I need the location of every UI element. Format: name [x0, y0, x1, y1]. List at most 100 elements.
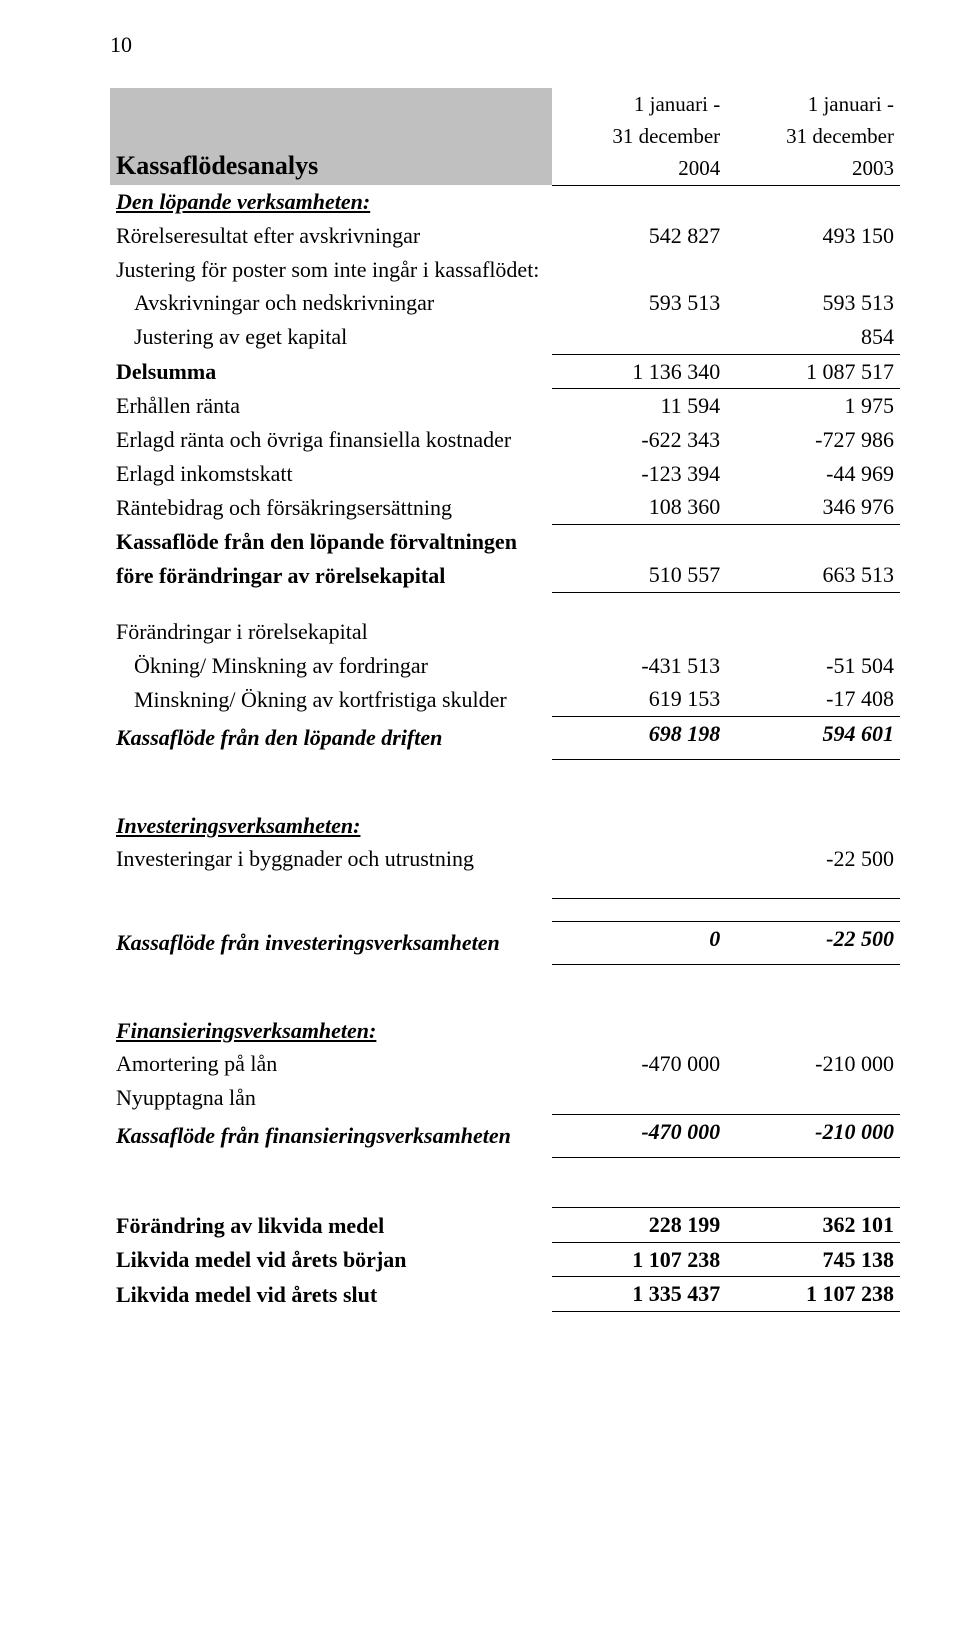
row-label: Amortering på lån: [110, 1047, 552, 1081]
row-col1: 619 153: [552, 682, 726, 716]
row-label: Kassaflöde från den löpande driften: [110, 717, 552, 755]
row-col1: 510 557: [552, 558, 726, 592]
row-col1: [552, 1081, 726, 1115]
row-col2: 594 601: [726, 717, 900, 755]
row-label: Rörelseresultat efter avskrivningar: [110, 219, 552, 253]
section-heading-row: Finansieringsverksamheten:: [110, 1014, 900, 1048]
section-heading-row: Den löpande verksamheten:: [110, 185, 900, 219]
col2-head-line3: 2003: [726, 152, 900, 185]
row-label: Ökning/ Minskning av fordringar: [110, 649, 552, 683]
wc-heading: Förändringar i rörelsekapital: [110, 615, 552, 649]
table-row: Justering för poster som inte ingår i ka…: [110, 253, 900, 287]
table-row: Nyupptagna lån: [110, 1081, 900, 1115]
row-col2: -210 000: [726, 1047, 900, 1081]
row-col1: 228 199: [552, 1208, 726, 1243]
table-row: Erhållen ränta 11 594 1 975: [110, 389, 900, 423]
row-col1: 542 827: [552, 219, 726, 253]
row-col2: -727 986: [726, 423, 900, 457]
row-label: Likvida medel vid årets början: [110, 1242, 552, 1277]
row-col1: -123 394: [552, 457, 726, 491]
table-row: Likvida medel vid årets slut 1 335 437 1…: [110, 1277, 900, 1312]
row-col2: -22 500: [726, 922, 900, 960]
row-col2: 1 087 517: [726, 354, 900, 389]
table-row: Delsumma 1 136 340 1 087 517: [110, 354, 900, 389]
spacer: [110, 876, 900, 899]
row-label: Kassaflöde från investeringsverksamheten: [110, 922, 552, 960]
row-col2: 493 150: [726, 219, 900, 253]
table-row: före förändringar av rörelsekapital 510 …: [110, 558, 900, 592]
page-number: 10: [110, 30, 900, 60]
row-label: Erlagd ränta och övriga finansiella kost…: [110, 423, 552, 457]
row-col2: -51 504: [726, 649, 900, 683]
row-label: Likvida medel vid årets slut: [110, 1277, 552, 1312]
row-label: Nyupptagna lån: [110, 1081, 552, 1115]
col2-head-line2: 31 december: [726, 120, 900, 152]
page: 10 Kassaflödesanalys 1 januari - 1 janua…: [0, 0, 960, 1352]
row-col2: 362 101: [726, 1208, 900, 1243]
row-col1: 108 360: [552, 490, 726, 524]
row-col1: 11 594: [552, 389, 726, 423]
table-row: Investeringar i byggnader och utrustning…: [110, 842, 900, 876]
col1-head-line3: 2004: [552, 152, 726, 185]
table-row: Likvida medel vid årets början 1 107 238…: [110, 1242, 900, 1277]
row-col2: 854: [726, 320, 900, 354]
row-col1: 1 335 437: [552, 1277, 726, 1312]
section-heading-row: Investeringsverksamheten:: [110, 809, 900, 843]
row-col1: 0: [552, 922, 726, 960]
col1-head-line2: 31 december: [552, 120, 726, 152]
row-col1: 698 198: [552, 717, 726, 755]
spacer: [110, 960, 900, 1014]
table-row: Ökning/ Minskning av fordringar -431 513…: [110, 649, 900, 683]
row-col1: 1 107 238: [552, 1242, 726, 1277]
table-row: Kassaflöde från finansieringsverksamhete…: [110, 1115, 900, 1153]
row-label: före förändringar av rörelsekapital: [110, 558, 552, 592]
row-label: Justering av eget kapital: [110, 320, 552, 354]
row-col2: 346 976: [726, 490, 900, 524]
row-col1: -470 000: [552, 1047, 726, 1081]
table-row: Kassaflöde från den löpande driften 698 …: [110, 717, 900, 755]
table-row: Erlagd ränta och övriga finansiella kost…: [110, 423, 900, 457]
table-row: Minskning/ Ökning av kortfristiga skulde…: [110, 682, 900, 716]
row-label: Erhållen ränta: [110, 389, 552, 423]
table-row: Justering av eget kapital 854: [110, 320, 900, 354]
table-row: Kassaflöde från den löpande förvaltninge…: [110, 525, 900, 559]
row-col1: 1 136 340: [552, 354, 726, 389]
row-col1: -431 513: [552, 649, 726, 683]
row-col2: 745 138: [726, 1242, 900, 1277]
row-label: Räntebidrag och försäkringsersättning: [110, 490, 552, 524]
row-col2: -210 000: [726, 1115, 900, 1153]
row-col2: [726, 1081, 900, 1115]
row-col2: -22 500: [726, 842, 900, 876]
row-col2: -17 408: [726, 682, 900, 716]
cashflow-table: Kassaflödesanalys 1 januari - 1 januari …: [110, 88, 900, 1312]
table-row: Rörelseresultat efter avskrivningar 542 …: [110, 219, 900, 253]
table-row: Amortering på lån -470 000 -210 000: [110, 1047, 900, 1081]
row-label: Justering för poster som inte ingår i ka…: [110, 253, 552, 287]
row-col2: 1 975: [726, 389, 900, 423]
row-label: Erlagd inkomstskatt: [110, 457, 552, 491]
row-col1: 593 513: [552, 286, 726, 320]
financing-heading: Finansieringsverksamheten:: [110, 1014, 552, 1048]
row-label: Kassaflöde från den löpande förvaltninge…: [110, 525, 552, 559]
row-label: Delsumma: [110, 354, 552, 389]
spacer: [110, 1153, 900, 1208]
spacer: [110, 592, 900, 615]
row-col1: -470 000: [552, 1115, 726, 1153]
row-label: Investeringar i byggnader och utrustning: [110, 842, 552, 876]
table-row: Erlagd inkomstskatt -123 394 -44 969: [110, 457, 900, 491]
row-col2: 663 513: [726, 558, 900, 592]
header-row: Kassaflödesanalys 1 januari - 1 januari …: [110, 88, 900, 120]
row-col1: [552, 320, 726, 354]
row-label: Förändring av likvida medel: [110, 1208, 552, 1243]
report-title: Kassaflödesanalys: [110, 88, 552, 186]
table-row: Kassaflöde från investeringsverksamheten…: [110, 922, 900, 960]
row-label: Kassaflöde från finansieringsverksamhete…: [110, 1115, 552, 1153]
row-label: Avskrivningar och nedskrivningar: [110, 286, 552, 320]
operating-heading: Den löpande verksamheten:: [110, 185, 552, 219]
investing-heading: Investeringsverksamheten:: [110, 809, 552, 843]
col2-head-line1: 1 januari -: [726, 88, 900, 120]
col1-head-line1: 1 januari -: [552, 88, 726, 120]
row-col1: -622 343: [552, 423, 726, 457]
row-col1: [552, 842, 726, 876]
row-col2: 1 107 238: [726, 1277, 900, 1312]
